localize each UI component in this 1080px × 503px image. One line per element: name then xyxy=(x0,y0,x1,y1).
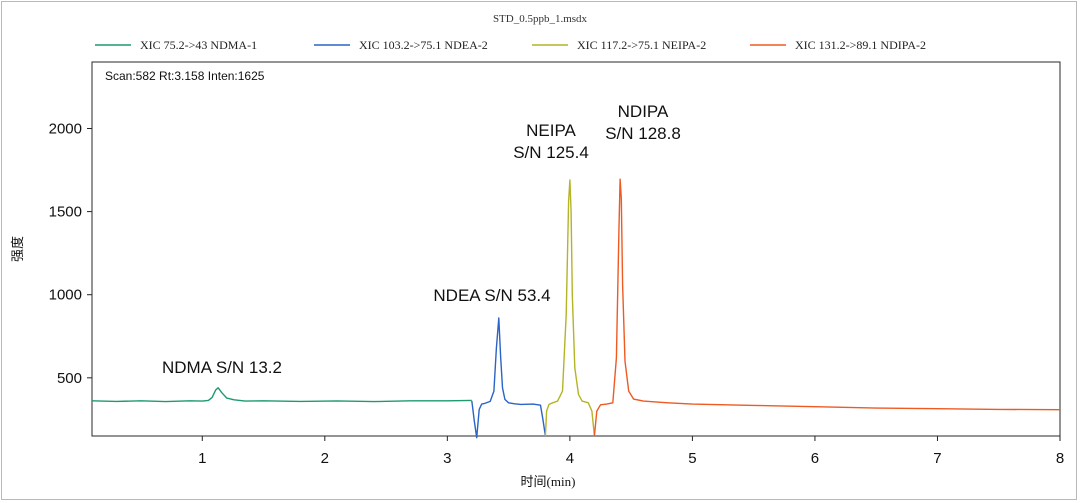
legend-label-2[interactable]: XIC 103.2->75.1 NDEA-2 xyxy=(359,38,488,52)
y-tick-label: 500 xyxy=(57,370,82,387)
info-readout: Scan:582 Rt:3.158 Inten:1625 xyxy=(105,69,265,83)
y-tick-label: 1500 xyxy=(49,204,82,221)
x-tick-label: 6 xyxy=(811,450,819,467)
y-tick-label: 1000 xyxy=(49,287,82,304)
series-group xyxy=(91,178,1061,439)
series-line-4 xyxy=(593,178,1061,437)
x-tick-label: 4 xyxy=(566,450,574,467)
chart-title: STD_0.5ppb_1.msdx xyxy=(493,13,588,25)
x-axis: 1 2 3 4 5 6 7 8 xyxy=(198,436,1064,467)
legend-label-4[interactable]: XIC 131.2->89.1 NDIPA-2 xyxy=(795,38,926,52)
peak-annotation-4: S/N 128.8 xyxy=(605,124,681,143)
y-axis-label: 强度 xyxy=(10,236,25,262)
x-axis-label: 时间(min) xyxy=(521,474,576,489)
x-tick-label: 7 xyxy=(933,450,941,467)
legend-label-3[interactable]: XIC 117.2->75.1 NEIPA-2 xyxy=(577,38,706,52)
peak-annotation-1: NDMA S/N 13.2 xyxy=(162,358,282,377)
legend-label-1[interactable]: XIC 75.2->43 NDMA-1 xyxy=(140,38,257,52)
x-tick-label: 5 xyxy=(688,450,696,467)
x-tick-label: 8 xyxy=(1056,450,1064,467)
x-tick-label: 3 xyxy=(443,450,451,467)
series-line-3 xyxy=(544,179,596,437)
series-line-1 xyxy=(91,387,472,403)
peak-annotation-3: S/N 125.4 xyxy=(513,143,589,162)
annotations: NDMA S/N 13.2 NDEA S/N 53.4 NEIPA S/N 125.4… xyxy=(162,102,681,377)
series-line-2 xyxy=(471,317,547,439)
y-axis: 500 1000 1500 2000 xyxy=(49,120,92,387)
y-tick-label: 2000 xyxy=(49,120,82,137)
peak-annotation-3: NEIPA xyxy=(526,121,576,140)
peak-annotation-2: NDEA S/N 53.4 xyxy=(433,286,550,305)
legend: XIC 75.2->43 NDMA-1 XIC 103.2->75.1 NDEA-… xyxy=(95,38,926,52)
x-tick-label: 2 xyxy=(321,450,329,467)
peak-annotation-4: NDIPA xyxy=(618,102,669,121)
x-tick-label: 1 xyxy=(198,450,206,467)
